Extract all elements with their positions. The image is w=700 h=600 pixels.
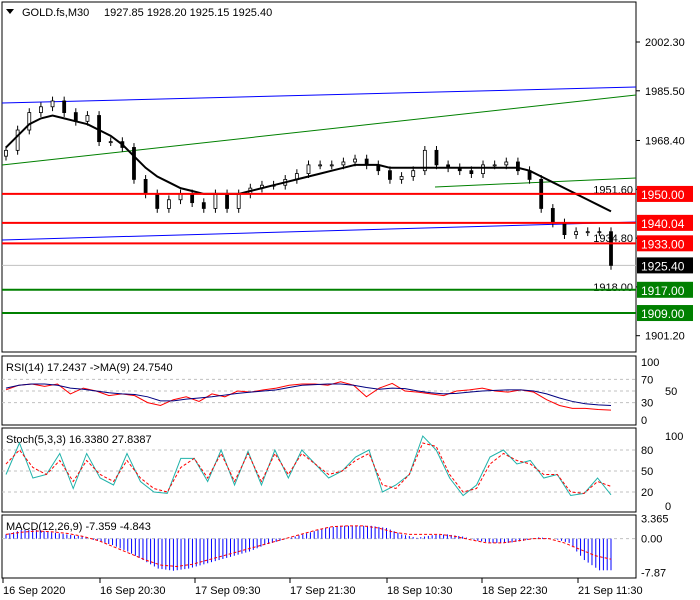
candle-body	[225, 193, 229, 209]
stoch-label: Stoch(5,3,3) 16.3380 27.8387	[6, 434, 152, 446]
macd-label: MACD(12,26,9) -7.359 -4.843	[6, 521, 151, 533]
macd-tick-label: 0.00	[641, 534, 662, 546]
candle-body	[155, 193, 160, 209]
price-tick-label: 1968.40	[645, 135, 685, 147]
rsi-tick-label: 50	[665, 386, 677, 398]
rsi-tick-label: 100	[641, 357, 659, 369]
level-label-bg	[637, 305, 693, 322]
level-label: 1917.00	[641, 284, 685, 298]
time-label: 16 Sep 2020	[3, 585, 65, 597]
candle-body	[190, 193, 195, 204]
candle-body	[504, 161, 509, 166]
time-label: 18 Sep 10:30	[387, 585, 452, 597]
candle-body	[585, 231, 590, 234]
candle-body	[306, 164, 311, 174]
candle-body	[399, 176, 404, 180]
candle-body	[15, 129, 20, 151]
rsi-tick-label: 0	[641, 415, 647, 427]
price-tick-label: 1934.80	[593, 233, 633, 245]
candle-body	[73, 112, 78, 122]
candle-body	[85, 115, 90, 122]
stoch-main-line	[5, 435, 612, 497]
ohlc-label: 1927.85 1928.20 1925.15 1925.40	[104, 7, 272, 19]
candle-body	[108, 141, 113, 144]
current-price-label-bg	[637, 257, 693, 274]
time-label: 17 Sep 21:30	[290, 585, 355, 597]
candle-body	[166, 199, 171, 209]
stoch-tick-label: 100	[665, 431, 683, 443]
trend-line	[1, 94, 637, 166]
candle-body	[609, 231, 613, 266]
candle-body	[318, 164, 323, 167]
candle-body	[388, 170, 392, 180]
level-label-bg	[637, 235, 693, 252]
symbol-label: GOLD.fs,M30	[22, 7, 89, 19]
rsi-line	[5, 381, 612, 411]
candle-body	[562, 222, 567, 236]
moving-average-line	[5, 114, 612, 213]
candle-body	[132, 147, 136, 180]
level-label-bg	[637, 214, 693, 231]
rsi-tick-label: 30	[641, 398, 653, 410]
time-label: 21 Sep 11:30	[578, 585, 643, 597]
candle-body	[50, 100, 55, 108]
current-price-label: 1925.40	[641, 259, 685, 273]
time-label: 17 Sep 09:30	[195, 585, 260, 597]
price-tick-label: 2002.30	[645, 37, 685, 49]
trend-line	[1, 86, 637, 104]
candle-body	[469, 170, 474, 174]
level-label: 1933.00	[641, 237, 685, 251]
price-tick-label: 1918.00	[593, 282, 633, 294]
rsi-tick-label: 70	[641, 374, 653, 386]
candle-body	[481, 164, 485, 174]
level-label: 1950.00	[641, 188, 685, 202]
candle-body	[201, 202, 206, 209]
rsi-label: RSI(14) 17.2437 ->MA(9) 24.7540	[6, 362, 173, 374]
candle-body	[62, 100, 67, 113]
stoch-tick-label: 50	[641, 466, 653, 478]
candle-body	[353, 158, 357, 163]
price-tick-label: 1901.20	[645, 331, 685, 343]
candle-body	[213, 193, 218, 209]
candle-body	[411, 170, 416, 177]
candle-body	[4, 149, 8, 157]
rsi-ma-line	[5, 383, 612, 406]
time-label: 18 Sep 22:30	[482, 585, 547, 597]
candle-body	[550, 208, 555, 224]
candle-body	[574, 231, 578, 236]
candle-body	[597, 231, 602, 234]
candle-body	[492, 164, 497, 167]
level-label: 1909.00	[641, 307, 685, 321]
candle-body	[236, 193, 241, 209]
trend-line	[434, 177, 637, 188]
stoch-tick-label: 80	[641, 445, 653, 457]
level-label-bg	[637, 281, 693, 298]
macd-signal-line	[5, 525, 612, 567]
macd-tick-label: 3.365	[641, 513, 669, 525]
candle-body	[434, 149, 439, 166]
candle-body	[329, 164, 334, 167]
trend-line	[1, 221, 637, 241]
stoch-signal-line	[5, 442, 612, 494]
macd-tick-label: -7.87	[641, 567, 666, 579]
time-label: 16 Sep 20:30	[100, 585, 165, 597]
candle-body	[422, 149, 427, 172]
candle-body	[143, 179, 148, 195]
candle-body	[341, 161, 346, 166]
panel-2	[1, 427, 637, 513]
collapse-triangle-icon[interactable]	[6, 9, 14, 14]
candle-body	[39, 106, 43, 113]
level-label-bg	[637, 185, 693, 202]
panel-3	[1, 514, 637, 579]
stoch-tick-label: 0	[665, 501, 671, 513]
level-label: 1940.04	[641, 217, 685, 231]
candle-body	[27, 112, 32, 131]
stoch-tick-label: 20	[641, 487, 653, 499]
price-tick-label: 1985.50	[645, 86, 685, 98]
candle-body	[516, 161, 520, 172]
